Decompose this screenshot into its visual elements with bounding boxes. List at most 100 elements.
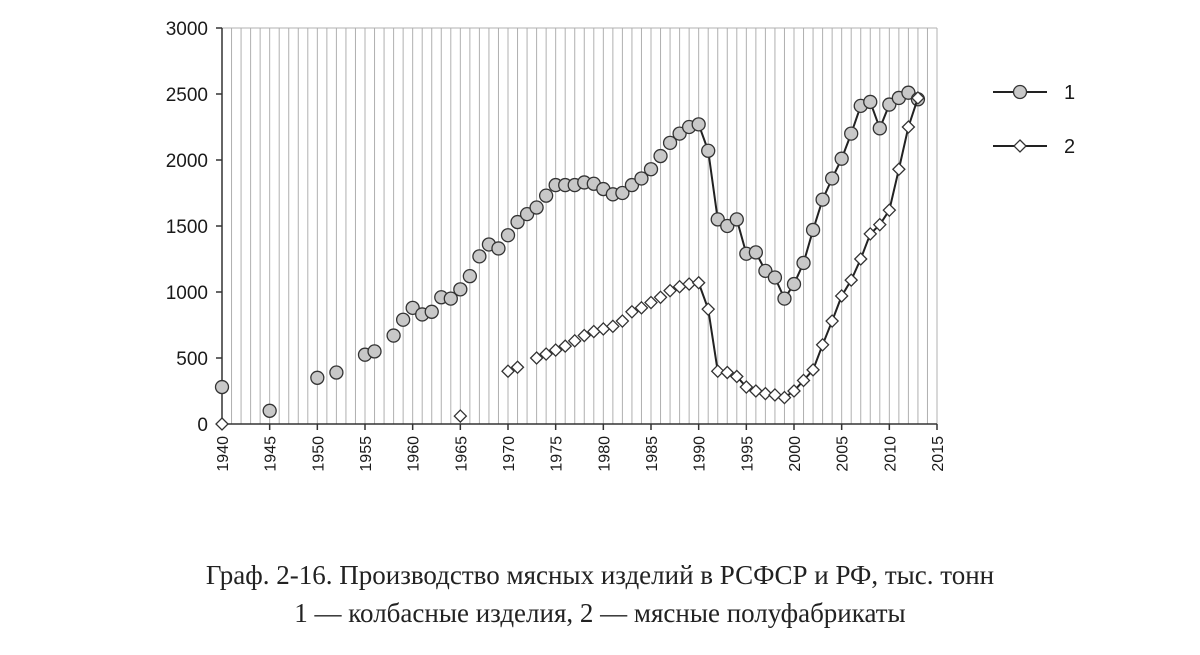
data-point [701, 143, 716, 158]
data-point [710, 364, 725, 379]
data-point [625, 304, 639, 319]
x-tick-label: 1990 [692, 436, 709, 472]
data-point [386, 328, 401, 343]
data-point [215, 417, 229, 431]
data-point [787, 384, 801, 398]
data-point [853, 252, 868, 266]
gridlines [222, 27, 938, 424]
y-tick-label: 1500 [166, 217, 208, 238]
data-point [453, 409, 468, 423]
data-point [395, 312, 411, 327]
data-point [691, 117, 706, 132]
data-point [777, 291, 792, 306]
series [214, 85, 926, 431]
data-point [805, 222, 821, 238]
data-point [844, 273, 859, 288]
legend-entry-1: 1 [993, 82, 1075, 104]
data-point [844, 126, 859, 141]
data-point [214, 379, 230, 395]
data-point [310, 370, 325, 385]
data-point [367, 344, 382, 359]
axes [216, 27, 938, 430]
data-point [777, 390, 792, 405]
y-tick-label: 500 [176, 349, 208, 370]
data-point [739, 380, 754, 394]
data-point [491, 241, 506, 256]
x-tick-label: 2000 [787, 436, 804, 472]
data-point [567, 333, 582, 348]
data-point [501, 364, 515, 379]
data-point [424, 304, 439, 319]
y-tick-label: 1000 [166, 283, 208, 304]
data-point [872, 217, 887, 232]
data-point [815, 192, 830, 207]
x-tick-label: 1965 [453, 436, 470, 472]
figure-caption-title: Граф. 2-16. Производство мясных изделий … [205, 560, 995, 590]
x-tick-label: 1985 [644, 436, 661, 472]
legend-marker [1013, 139, 1027, 153]
data-point [634, 171, 649, 186]
x-tick-label: 2010 [882, 436, 899, 472]
data-point [262, 403, 277, 418]
data-point [643, 162, 659, 177]
data-point [758, 386, 773, 401]
data-point [500, 228, 516, 243]
x-tick-label: 1970 [501, 436, 518, 472]
x-tick-label: 1945 [263, 436, 280, 472]
x-tick-label: 2005 [835, 436, 852, 472]
legend-marker [1012, 84, 1028, 100]
data-point [806, 362, 820, 377]
data-point [644, 295, 658, 310]
data-point [901, 120, 916, 134]
data-point [653, 290, 668, 305]
data-point [786, 276, 802, 292]
x-tick-label: 1940 [215, 436, 232, 472]
data-point [911, 91, 925, 105]
data-point [691, 275, 706, 290]
data-point [462, 269, 478, 284]
data-point [615, 314, 630, 328]
x-tick-label: 2015 [930, 436, 947, 472]
y-tick-label: 2500 [166, 85, 208, 106]
data-point [767, 270, 783, 285]
legend-entry-2: 2 [993, 136, 1075, 158]
x-tick-label: 1960 [406, 436, 423, 472]
data-point [539, 347, 554, 361]
data-point [453, 282, 468, 297]
x-tick-label: 1980 [596, 436, 613, 472]
data-point [663, 283, 677, 298]
chart: 0 500 1000 1500 2000 2500 3000 1940 1945 1950 195… [166, 19, 1075, 472]
data-point [615, 185, 630, 201]
data-point [863, 227, 878, 241]
data-point [653, 148, 668, 164]
series-1 [214, 85, 926, 418]
data-point [720, 365, 735, 380]
data-point [796, 255, 811, 271]
data-point [729, 212, 744, 227]
data-point [796, 373, 811, 388]
data-point [815, 337, 830, 352]
y-tick-label: 3000 [166, 19, 208, 40]
data-point [577, 328, 592, 343]
x-tick-label: 1995 [739, 436, 756, 472]
data-point [824, 171, 840, 186]
data-point [558, 339, 573, 354]
legend: 12 [993, 82, 1075, 158]
legend-label: 2 [1064, 136, 1075, 158]
data-point [634, 300, 649, 315]
data-point [329, 365, 344, 380]
y-tick-labels: 0 500 1000 1500 2000 2500 3000 [166, 19, 208, 436]
data-point [605, 319, 620, 334]
data-point [882, 203, 897, 218]
data-point [510, 360, 525, 375]
data-point [825, 314, 840, 328]
data-point [538, 188, 554, 203]
data-point [834, 151, 849, 166]
data-point [548, 343, 563, 357]
data-point [529, 351, 544, 365]
x-tick-label: 1955 [358, 436, 375, 472]
data-point [863, 94, 878, 110]
data-point [662, 135, 678, 150]
data-point [729, 369, 744, 384]
figure-caption-legend: 1 — колбасные изделия, 2 — мясные полуфа… [294, 598, 906, 628]
